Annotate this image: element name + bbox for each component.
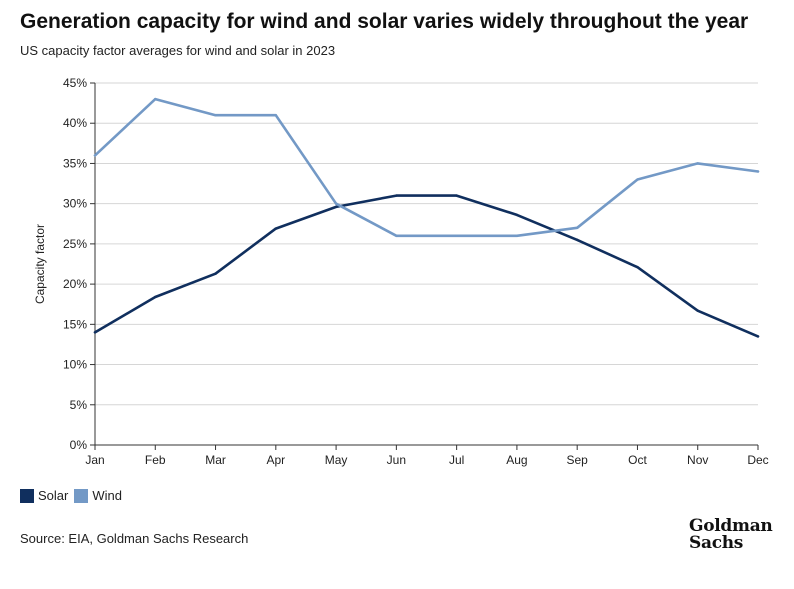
y-axis-title: Capacity factor bbox=[33, 224, 47, 304]
legend-swatch-wind bbox=[74, 488, 89, 503]
data-point-wind bbox=[756, 170, 760, 173]
data-point-solar bbox=[154, 295, 157, 299]
y-tick-label: 0% bbox=[70, 438, 88, 452]
data-point-wind bbox=[575, 226, 579, 229]
source-note: Source: EIA, Goldman Sachs Research bbox=[20, 531, 249, 546]
data-point-wind bbox=[636, 178, 639, 181]
x-tick-label: Mar bbox=[205, 453, 226, 467]
line-chart: 0% 5% 10% 15% 20% 25% 30% 35% 40% 45% Jan Feb Mar Ap… bbox=[33, 76, 769, 467]
series-line-solar bbox=[93, 194, 760, 338]
x-tick-label: Jan bbox=[85, 453, 104, 467]
data-point-wind bbox=[154, 97, 157, 101]
logo-line-1: Goldman bbox=[689, 516, 773, 536]
y-tick-label: 30% bbox=[63, 197, 87, 211]
y-tick-label: 25% bbox=[63, 237, 87, 251]
data-point-wind bbox=[455, 234, 458, 238]
x-axis-ticks: Jan Feb Mar Apr May Jun Jul Aug Sep Oct Nov Dec bbox=[85, 445, 769, 467]
x-tick-label: Oct bbox=[628, 453, 647, 467]
x-tick-label: Jun bbox=[387, 453, 406, 467]
y-tick-label: 20% bbox=[63, 277, 87, 291]
data-point-wind bbox=[515, 234, 519, 238]
data-point-wind bbox=[696, 162, 699, 165]
legend-label-wind: Wind bbox=[92, 488, 122, 503]
x-tick-label: Apr bbox=[266, 453, 285, 467]
legend-swatch-solar bbox=[20, 488, 34, 503]
legend-label-solar: Solar bbox=[38, 488, 69, 503]
data-point-wind bbox=[274, 113, 278, 117]
chart-title: Generation capacity for wind and solar v… bbox=[20, 10, 749, 33]
data-point-solar bbox=[756, 335, 760, 338]
data-point-solar bbox=[214, 272, 217, 275]
legend: Solar Wind bbox=[20, 488, 128, 503]
x-tick-label: Dec bbox=[747, 453, 768, 467]
axes bbox=[94, 83, 758, 446]
y-tick-label: 5% bbox=[70, 398, 88, 412]
series-line-wind bbox=[93, 97, 760, 238]
y-tick-label: 10% bbox=[63, 358, 87, 372]
x-tick-label: May bbox=[325, 453, 348, 467]
data-point-wind bbox=[93, 154, 97, 157]
y-tick-label: 45% bbox=[63, 76, 87, 90]
chart-subtitle: US capacity factor averages for wind and… bbox=[20, 43, 336, 58]
data-point-solar bbox=[575, 238, 579, 242]
data-point-solar bbox=[395, 194, 398, 197]
logo-line-2: Sachs bbox=[689, 533, 744, 553]
x-tick-label: Jul bbox=[449, 453, 464, 467]
goldman-sachs-logo: Goldman Sachs bbox=[689, 516, 773, 553]
x-tick-label: Feb bbox=[145, 453, 166, 467]
x-tick-label: Sep bbox=[567, 453, 589, 467]
data-point-solar bbox=[696, 309, 699, 312]
data-point-wind bbox=[334, 202, 338, 205]
data-point-wind bbox=[395, 234, 398, 238]
y-axis-ticks: 0% 5% 10% 15% 20% 25% 30% 35% 40% 45% bbox=[63, 76, 95, 452]
y-tick-label: 40% bbox=[63, 116, 87, 130]
grid-lines bbox=[95, 82, 758, 406]
data-point-solar bbox=[636, 266, 639, 269]
data-point-solar bbox=[455, 194, 458, 197]
series-lines bbox=[93, 97, 760, 338]
data-point-wind bbox=[214, 113, 217, 117]
data-point-solar bbox=[274, 227, 278, 230]
data-point-solar bbox=[93, 331, 97, 334]
legend-item-solar: Solar bbox=[20, 488, 68, 503]
data-point-solar bbox=[334, 205, 338, 209]
data-point-solar bbox=[515, 213, 519, 217]
legend-item-wind: Wind bbox=[74, 488, 122, 503]
x-tick-label: Nov bbox=[687, 453, 708, 467]
x-tick-label: Aug bbox=[506, 453, 527, 467]
y-tick-label: 15% bbox=[63, 317, 87, 331]
y-tick-label: 35% bbox=[63, 156, 87, 170]
